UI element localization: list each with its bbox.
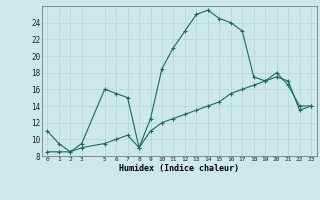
X-axis label: Humidex (Indice chaleur): Humidex (Indice chaleur) — [119, 164, 239, 173]
